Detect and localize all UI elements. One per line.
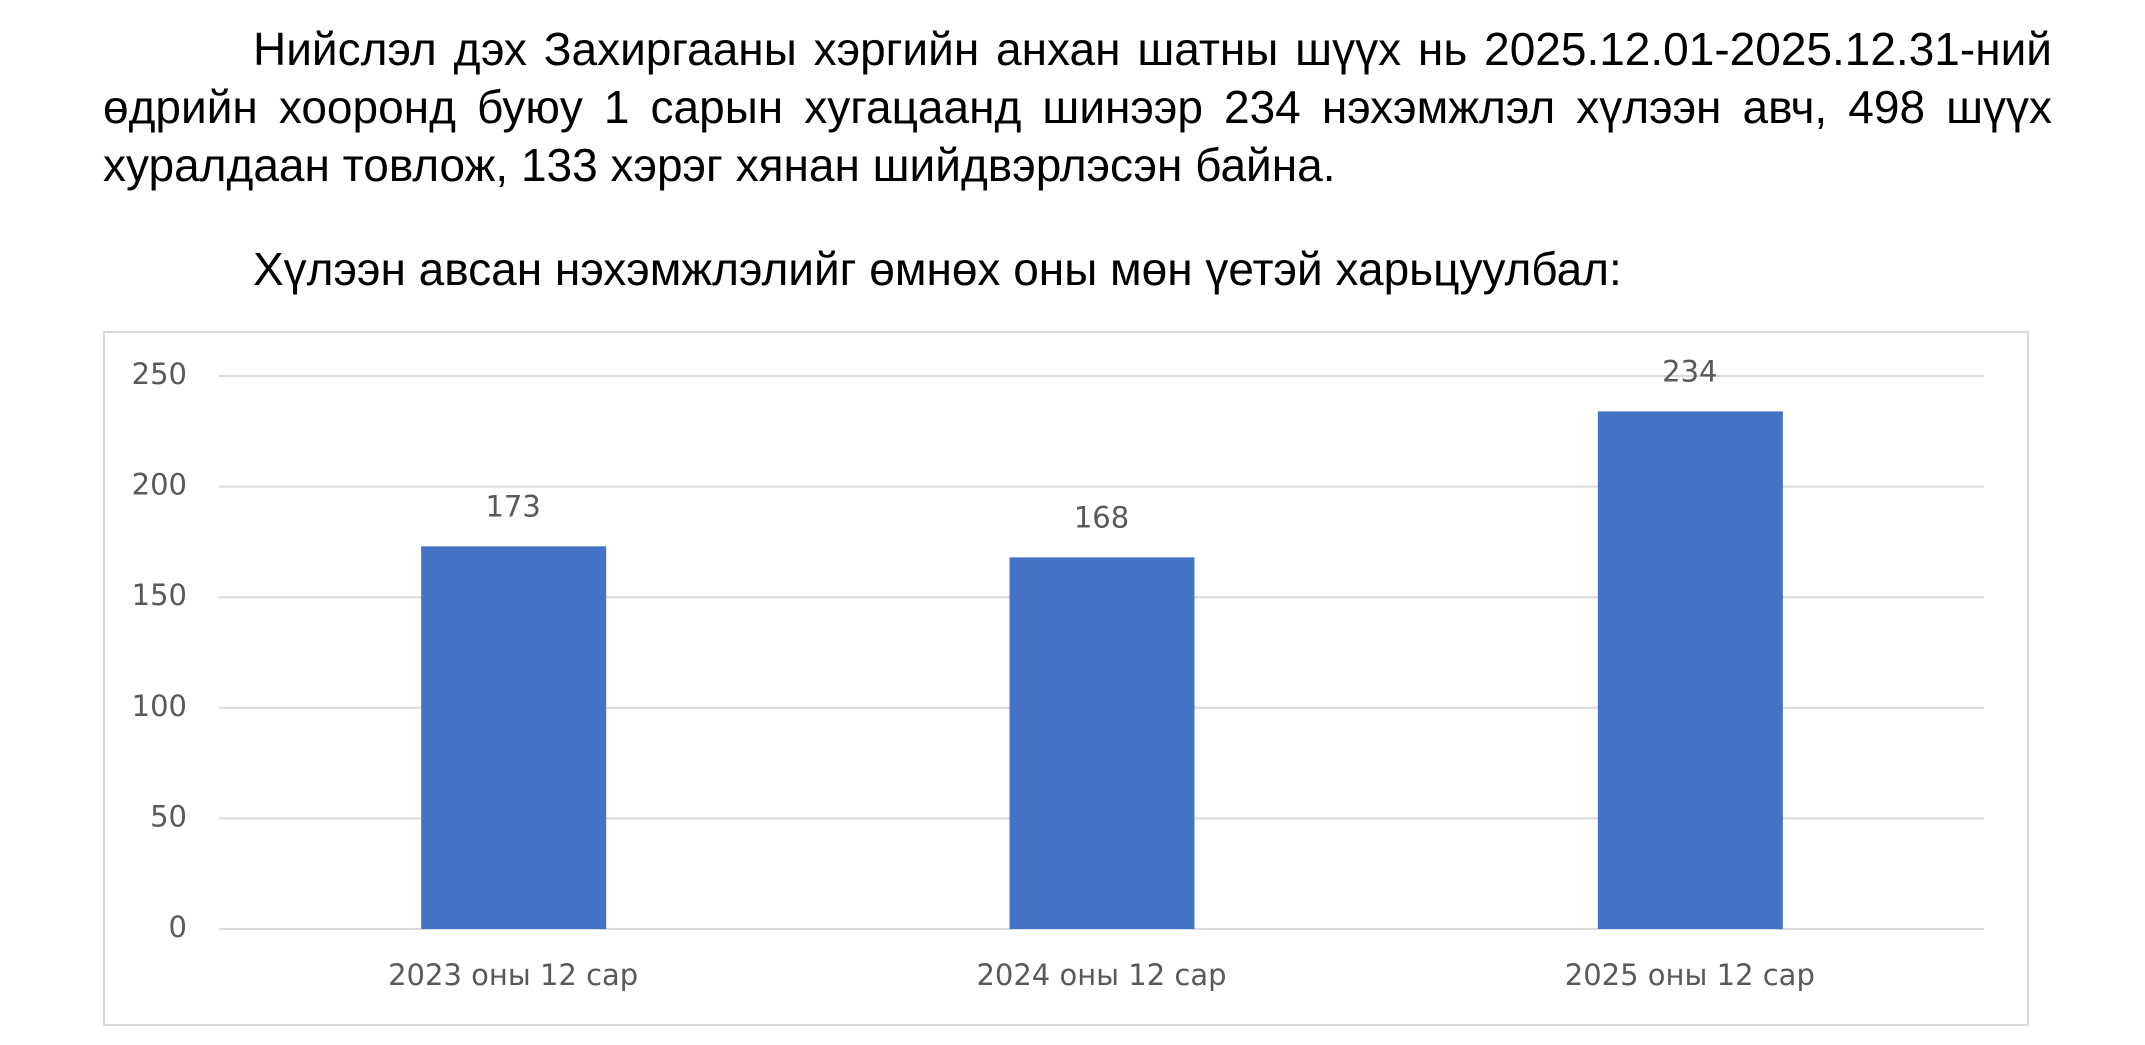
value-label: 173 — [485, 489, 540, 523]
y-tick-label: 200 — [132, 468, 187, 502]
x-tick-label: 2023 оны 12 сар — [388, 958, 638, 992]
value-label: 168 — [1074, 500, 1129, 534]
y-tick-label: 250 — [132, 357, 187, 391]
x-tick-label: 2025 оны 12 сар — [1565, 958, 1815, 992]
paragraph: Хүлээн авсан нэхэмжлэлийг өмнөх оны мөн … — [253, 243, 1622, 295]
y-tick-label: 50 — [150, 799, 187, 833]
bar — [1009, 557, 1195, 929]
bar — [1597, 411, 1783, 930]
bar — [421, 546, 607, 929]
y-tick-label: 100 — [132, 689, 187, 723]
paragraph: Нийслэл дэх Захиргааны хэргийн анхан шат… — [103, 23, 2052, 191]
chart: 0 50 100 150 200 250 2023 оны 12 сар 173 2024 он… — [103, 331, 2029, 1026]
value-label: 234 — [1662, 354, 1717, 388]
y-tick-label: 0 — [169, 910, 187, 944]
y-tick-label: 150 — [132, 578, 187, 612]
x-tick-label: 2024 оны 12 сар — [976, 958, 1226, 992]
